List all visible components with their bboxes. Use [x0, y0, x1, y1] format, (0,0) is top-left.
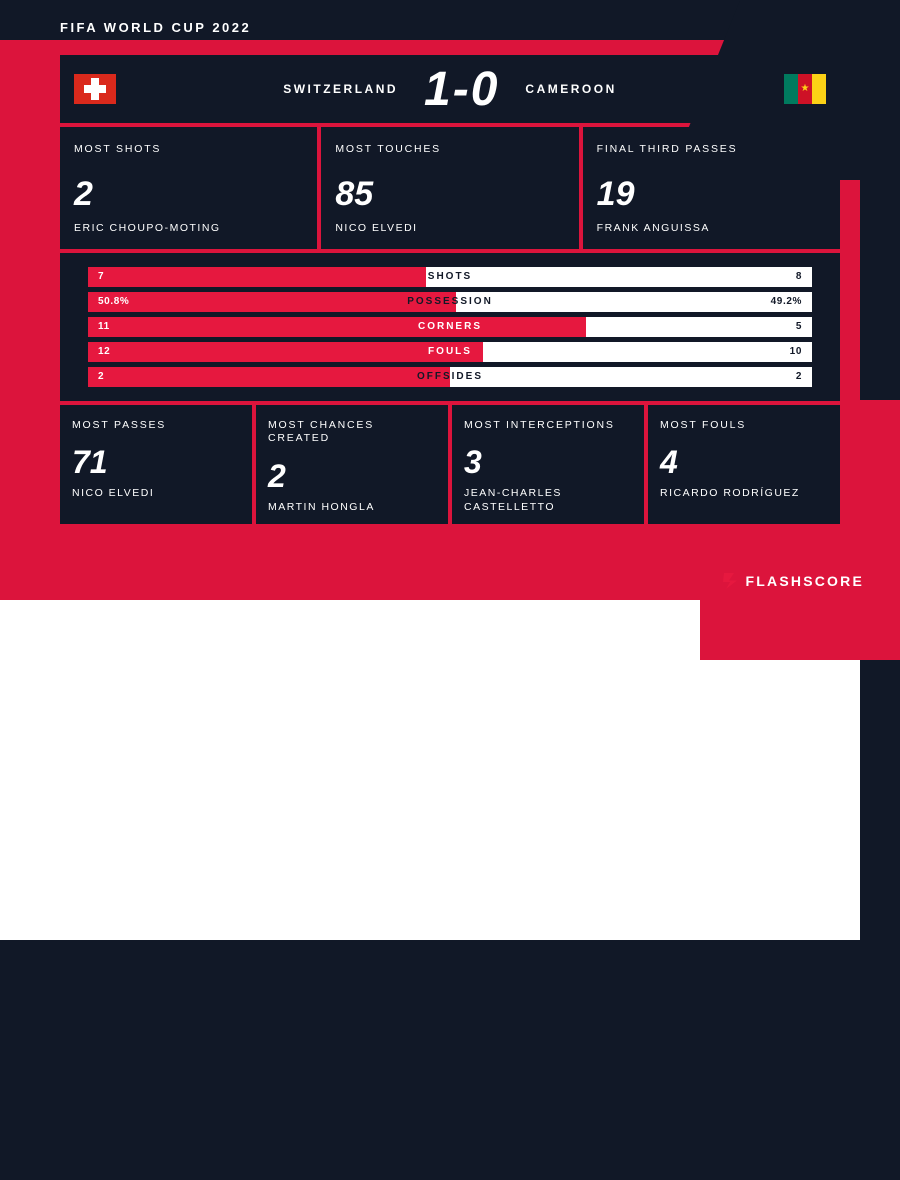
stat-label: MOST PASSES	[72, 419, 240, 433]
comparison-bar: 7 SHOTS 8	[88, 267, 812, 287]
brand-icon	[721, 571, 740, 590]
stat-value: 71	[72, 444, 240, 481]
flag-cameroon: ★	[784, 74, 826, 104]
bar-right-value: 10	[790, 346, 802, 357]
stat-card: MOST CHANCES CREATED 2 MARTIN HONGLA	[256, 405, 448, 524]
stat-value: 2	[74, 175, 303, 214]
stat-card: MOST PASSES 71 NICO ELVEDI	[60, 405, 252, 524]
bar-right-value: 8	[796, 271, 802, 282]
score-header: SWITZERLAND 1-0 CAMEROON ★	[60, 55, 840, 123]
stat-player: MARTIN HONGLA	[268, 501, 436, 514]
bar-right-value: 2	[796, 371, 802, 382]
stat-card: FINAL THIRD PASSES 19 FRANK ANGUISSA	[583, 127, 840, 249]
stat-card: MOST INTERCEPTIONS 3 JEAN-CHARLES CASTELLE…	[452, 405, 644, 524]
top-stats-row: MOST SHOTS 2 ERIC CHOUPO-MOTING MOST TOUCHE…	[60, 127, 840, 249]
comparison-bar: 50.8% POSSESSION 49.2%	[88, 292, 812, 312]
bar-right-value: 5	[796, 321, 802, 332]
bar-label: SHOTS	[428, 271, 472, 282]
stat-label: MOST TOUCHES	[335, 143, 564, 157]
comparison-bar: 2 OFFSIDES 2	[88, 367, 812, 387]
stat-player: ERIC CHOUPO-MOTING	[74, 222, 303, 235]
stat-label: FINAL THIRD PASSES	[597, 143, 826, 157]
brand-name: FLASHSCORE	[746, 573, 864, 589]
stat-value: 85	[335, 175, 564, 214]
bar-left-value: 12	[98, 346, 110, 357]
comparison-bar: 12 FOULS 10	[88, 342, 812, 362]
stat-player: NICO ELVEDI	[335, 222, 564, 235]
stat-label: MOST INTERCEPTIONS	[464, 419, 632, 433]
event-title: FIFA WORLD CUP 2022	[60, 20, 840, 35]
bar-left-value: 2	[98, 371, 104, 382]
team-a-name: SWITZERLAND	[283, 82, 398, 96]
stat-value: 2	[268, 458, 436, 495]
stat-label: MOST FOULS	[660, 419, 828, 433]
flag-switzerland	[74, 74, 116, 104]
bar-left-value: 7	[98, 271, 104, 282]
bar-label: OFFSIDES	[417, 371, 483, 382]
bar-label: FOULS	[428, 346, 472, 357]
bar-left-value: 11	[98, 321, 110, 332]
stat-value: 4	[660, 444, 828, 481]
stat-label: MOST SHOTS	[74, 143, 303, 157]
team-b-name: CAMEROON	[525, 82, 616, 96]
stat-card: MOST SHOTS 2 ERIC CHOUPO-MOTING	[60, 127, 317, 249]
stat-player: NICO ELVEDI	[72, 487, 240, 500]
bar-right-value: 49.2%	[771, 296, 802, 307]
stat-value: 3	[464, 444, 632, 481]
comparison-bars: 7 SHOTS 8 50.8% POSSESSION 49.2% 11 CORNERS 5 12 F…	[60, 253, 840, 401]
stat-card: MOST FOULS 4 RICARDO RODRÍGUEZ	[648, 405, 840, 524]
brand-logo: FLASHSCORE	[721, 571, 864, 590]
stat-value: 19	[597, 175, 826, 214]
match-score: 1-0	[424, 62, 499, 117]
stat-card: MOST TOUCHES 85 NICO ELVEDI	[321, 127, 578, 249]
bottom-stats-row: MOST PASSES 71 NICO ELVEDI MOST CHANCES CRE…	[60, 405, 840, 524]
comparison-bar: 11 CORNERS 5	[88, 317, 812, 337]
bar-left-value: 50.8%	[98, 296, 129, 307]
stat-player: FRANK ANGUISSA	[597, 222, 826, 235]
stat-player: RICARDO RODRÍGUEZ	[660, 487, 828, 500]
stat-player: JEAN-CHARLES CASTELLETTO	[464, 487, 632, 513]
bar-label: POSSESSION	[407, 296, 493, 307]
stat-label: MOST CHANCES CREATED	[268, 419, 436, 446]
bar-label: CORNERS	[418, 321, 482, 332]
